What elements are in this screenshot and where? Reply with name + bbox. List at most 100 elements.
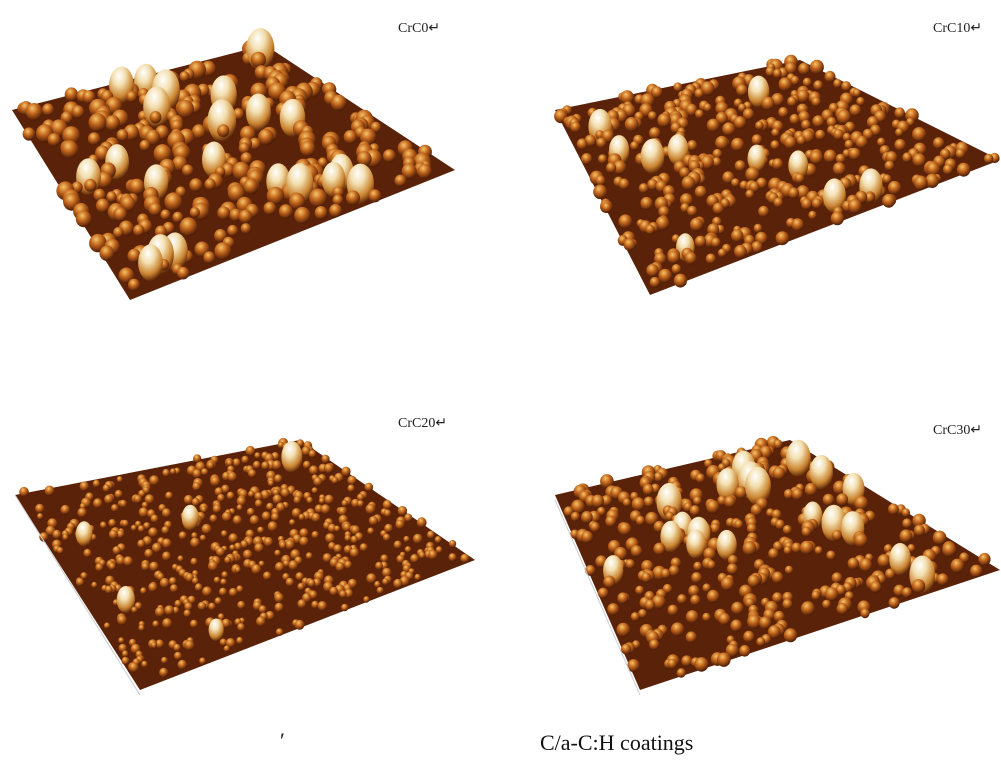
grain — [721, 577, 734, 591]
grain — [384, 509, 391, 517]
grain — [585, 565, 595, 576]
grain — [229, 545, 235, 551]
grain — [227, 472, 236, 482]
grain — [668, 605, 679, 616]
grain — [128, 279, 140, 292]
grain — [631, 612, 640, 621]
grain — [233, 515, 242, 525]
grain — [914, 525, 925, 537]
grain — [403, 536, 409, 543]
grain — [148, 527, 158, 537]
grain — [251, 52, 266, 68]
grain — [126, 91, 137, 103]
grain — [360, 543, 368, 551]
grain — [192, 498, 200, 506]
grain — [170, 584, 178, 592]
grain — [848, 199, 862, 214]
grain — [696, 473, 705, 483]
grain — [803, 78, 812, 87]
grain — [276, 628, 283, 636]
grain — [849, 148, 861, 160]
grain — [836, 154, 846, 164]
grain — [271, 513, 279, 522]
grain — [306, 497, 313, 504]
grain — [329, 204, 342, 217]
grain — [177, 267, 189, 280]
grain — [208, 603, 215, 611]
grain — [286, 578, 294, 587]
grain — [227, 225, 238, 236]
grain — [702, 583, 710, 592]
grain — [321, 455, 329, 464]
grain — [731, 602, 743, 615]
grain — [257, 527, 264, 534]
grain — [785, 566, 793, 575]
grain — [743, 631, 754, 643]
grain — [256, 616, 266, 626]
grain — [690, 218, 703, 232]
grain — [299, 537, 308, 547]
grain — [160, 578, 170, 588]
grain — [734, 520, 743, 529]
grain — [350, 548, 359, 558]
grain — [311, 513, 320, 522]
grain — [681, 655, 692, 666]
peak — [246, 94, 271, 132]
grain — [731, 229, 743, 242]
grain — [417, 164, 431, 179]
grain — [141, 661, 147, 668]
grain — [673, 82, 682, 91]
grain — [174, 600, 181, 608]
grain — [808, 211, 816, 220]
grain — [774, 439, 783, 448]
grain — [334, 526, 340, 532]
grain — [207, 462, 215, 470]
grain — [138, 625, 144, 632]
grain — [297, 583, 304, 591]
grain — [57, 547, 64, 554]
grain — [190, 538, 200, 548]
grain — [341, 467, 350, 477]
grain — [754, 224, 763, 233]
grain — [687, 206, 697, 217]
grain — [264, 202, 277, 215]
grain — [783, 525, 792, 534]
grain — [199, 658, 206, 665]
grain — [602, 202, 612, 213]
grain — [822, 600, 831, 609]
grain — [674, 274, 687, 288]
grain — [84, 179, 96, 192]
grain — [658, 269, 672, 283]
grain — [155, 607, 165, 617]
grain — [100, 522, 107, 529]
grain — [747, 523, 757, 533]
grain — [215, 597, 222, 605]
grain — [159, 668, 168, 678]
grain — [631, 545, 642, 557]
grain — [35, 504, 44, 514]
grain — [164, 192, 182, 211]
grain — [241, 456, 249, 464]
grain — [695, 236, 706, 248]
grain — [882, 194, 895, 208]
grain — [279, 541, 286, 549]
grain — [649, 639, 659, 650]
grain — [394, 541, 402, 550]
grain — [149, 475, 159, 485]
grain — [193, 469, 202, 478]
grain — [170, 468, 176, 474]
grain — [825, 71, 836, 82]
grain — [306, 552, 313, 559]
grain — [250, 515, 260, 525]
grain — [311, 601, 319, 609]
panel-label: CrC30↵ — [933, 423, 982, 438]
grain — [295, 620, 305, 630]
grain — [26, 103, 43, 121]
grain — [104, 622, 110, 629]
grain — [105, 115, 120, 131]
grain — [811, 591, 820, 600]
grain — [104, 494, 113, 504]
grain — [625, 559, 634, 569]
grain — [826, 551, 835, 561]
grain — [635, 586, 644, 595]
